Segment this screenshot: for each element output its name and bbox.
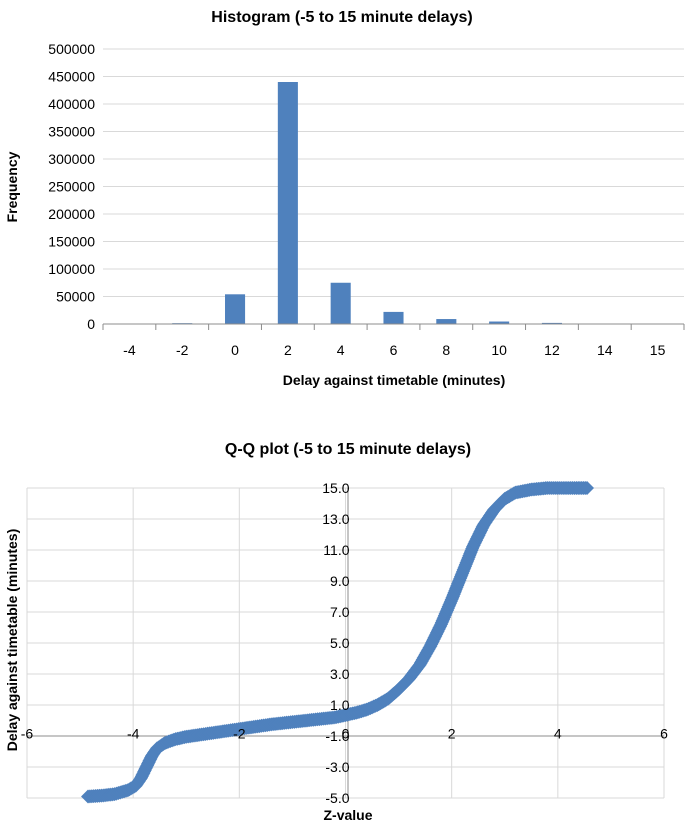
histogram-x-tick-label: 10 [491, 342, 507, 358]
histogram-y-ticks: 0 50000 100000 150000 200000 250000 300000 3500… [48, 41, 95, 332]
histogram-x-tick-label: 0 [231, 342, 239, 358]
histogram-x-tick-label: 12 [544, 342, 560, 358]
histogram-x-tick-label: -4 [123, 342, 136, 358]
qq-x-tick-label: 4 [554, 726, 562, 742]
histogram-title: Histogram (-5 to 15 minute delays) [211, 9, 472, 26]
qq-y-tick-label: 15.0 [322, 480, 349, 496]
qq-gridlines [26, 487, 665, 799]
histogram-x-axis-title: Delay against timetable (minutes) [283, 372, 506, 388]
histogram-bar [225, 294, 246, 324]
histogram-y-tick-label: 0 [87, 316, 95, 332]
qq-y-tick-label: 13.0 [322, 511, 349, 527]
qq-point [580, 481, 595, 495]
histogram-y-tick-label: 150000 [48, 234, 95, 250]
histogram-y-tick-label: 250000 [48, 179, 95, 195]
histogram-bar [383, 311, 404, 324]
histogram-x-tick-label: 15 [650, 342, 666, 358]
qq-plot-chart: Q-Q plot (-5 to 15 minute delays) -6 -4 -2… [4, 441, 668, 823]
qq-x-tick-label: -2 [233, 726, 246, 742]
qq-y-tick-label: -1.0 [325, 728, 349, 744]
histogram-x-tick-label: 6 [390, 342, 398, 358]
histogram-bar [277, 82, 298, 324]
qq-y-tick-label: 5.0 [330, 635, 350, 651]
histogram-bar [541, 322, 562, 324]
histogram-y-tick-label: 350000 [48, 124, 95, 140]
qq-x-tick-label: 6 [660, 726, 668, 742]
qq-y-tick-label: 9.0 [330, 573, 350, 589]
qq-x-ticks: -6 -4 -2 0 2 4 6 [21, 726, 668, 742]
histogram-bar [436, 319, 457, 324]
qq-x-tick-label: -6 [21, 726, 34, 742]
qq-plot-title: Q-Q plot (-5 to 15 minute delays) [225, 441, 471, 458]
histogram-y-tick-label: 300000 [48, 151, 95, 167]
histogram-x-tick-label: 8 [442, 342, 450, 358]
qq-points [81, 481, 595, 804]
qq-x-tick-label: 0 [342, 726, 350, 742]
histogram-y-tick-label: 100000 [48, 261, 95, 277]
histogram-y-axis-title: Frequency [4, 151, 20, 222]
histogram-x-ticks: -4 -2 0 2 4 6 8 10 12 14 15 [102, 324, 685, 358]
histogram-chart: Histogram (-5 to 15 minute delays) 0 5000… [4, 9, 685, 388]
histogram-gridlines [103, 48, 684, 297]
histogram-y-tick-label: 500000 [48, 41, 95, 57]
histogram-x-tick-label: 4 [337, 342, 345, 358]
qq-x-tick-label: 2 [448, 726, 456, 742]
qq-y-tick-label: 7.0 [330, 604, 350, 620]
qq-y-tick-label: 1.0 [330, 697, 350, 713]
histogram-x-tick-label: -2 [176, 342, 189, 358]
qq-y-tick-label: -3.0 [325, 759, 349, 775]
qq-y-tick-label: -5.0 [325, 790, 349, 806]
histogram-y-tick-label: 450000 [48, 69, 95, 85]
qq-y-ticks: -5.0 -3.0 -1.0 1.0 3.0 5.0 7.0 9.0 11.0 13.0 15.0 [322, 480, 349, 806]
qq-y-tick-label: 3.0 [330, 666, 350, 682]
histogram-bar [330, 282, 351, 324]
qq-x-tick-label: -4 [127, 726, 140, 742]
qq-y-axis-title: Delay against timetable (minutes) [4, 529, 20, 752]
qq-y-tick-label: 11.0 [323, 542, 349, 558]
histogram-bars [119, 82, 668, 324]
histogram-bar [489, 321, 510, 324]
histogram-y-tick-label: 400000 [48, 96, 95, 112]
histogram-x-tick-label: 2 [284, 342, 292, 358]
histogram-y-tick-label: 200000 [48, 206, 95, 222]
qq-x-axis-title: Z-value [323, 807, 372, 823]
histogram-y-tick-label: 50000 [56, 289, 95, 305]
histogram-x-tick-label: 14 [597, 342, 613, 358]
